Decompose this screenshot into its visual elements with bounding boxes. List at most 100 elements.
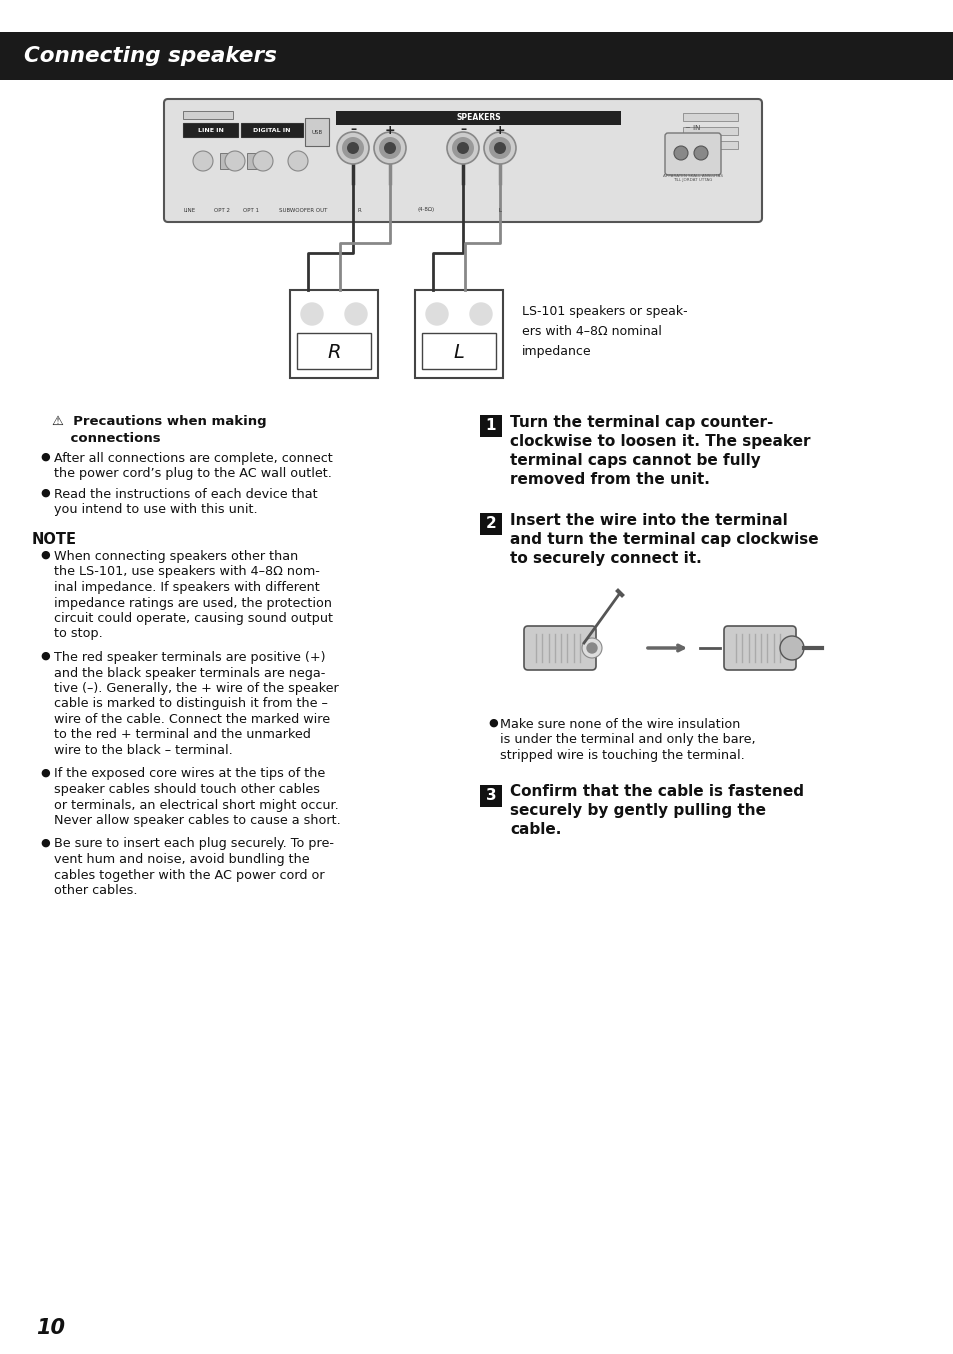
Text: you intend to use with this unit.: you intend to use with this unit.	[54, 504, 257, 516]
Circle shape	[301, 303, 323, 325]
Text: the power cord’s plug to the AC wall outlet.: the power cord’s plug to the AC wall out…	[54, 467, 332, 481]
Circle shape	[452, 137, 474, 158]
Text: ●: ●	[40, 838, 50, 848]
Text: LS-101 speakers or speak-
ers with 4–8Ω nominal
impedance: LS-101 speakers or speak- ers with 4–8Ω …	[521, 305, 687, 357]
Circle shape	[429, 306, 444, 322]
Circle shape	[586, 643, 597, 653]
Text: ●: ●	[40, 651, 50, 661]
Text: and turn the terminal cap clockwise: and turn the terminal cap clockwise	[510, 532, 818, 547]
Text: LINE: LINE	[184, 207, 196, 213]
Text: ●: ●	[40, 550, 50, 561]
FancyBboxPatch shape	[421, 333, 496, 370]
Text: ●: ●	[40, 452, 50, 462]
Text: and the black speaker terminals are nega-: and the black speaker terminals are nega…	[54, 666, 325, 680]
Text: vent hum and noise, avoid bundling the: vent hum and noise, avoid bundling the	[54, 853, 310, 867]
Text: Read the instructions of each device that: Read the instructions of each device tha…	[54, 487, 317, 501]
FancyBboxPatch shape	[247, 153, 267, 169]
Circle shape	[693, 146, 707, 160]
Text: wire of the cable. Connect the marked wire: wire of the cable. Connect the marked wi…	[54, 714, 330, 726]
Text: Confirm that the cable is fastened: Confirm that the cable is fastened	[510, 784, 803, 799]
Circle shape	[288, 152, 308, 171]
Circle shape	[193, 152, 213, 171]
Circle shape	[447, 131, 478, 164]
Text: –: –	[309, 309, 314, 320]
Text: cable.: cable.	[510, 822, 560, 838]
Text: to stop.: to stop.	[54, 627, 103, 640]
FancyBboxPatch shape	[723, 626, 795, 670]
Circle shape	[351, 309, 360, 320]
Text: ⚠  Precautions when making: ⚠ Precautions when making	[52, 414, 266, 428]
Text: 10: 10	[36, 1317, 65, 1338]
FancyBboxPatch shape	[296, 333, 371, 370]
Circle shape	[347, 142, 358, 154]
Circle shape	[378, 137, 400, 158]
Circle shape	[476, 309, 485, 320]
Text: cable is marked to distinguish it from the –: cable is marked to distinguish it from t…	[54, 697, 328, 711]
Circle shape	[426, 303, 448, 325]
Text: NOTE: NOTE	[32, 532, 77, 547]
Text: Be sure to insert each plug securely. To pre-: Be sure to insert each plug securely. To…	[54, 838, 334, 850]
Circle shape	[456, 142, 469, 154]
FancyBboxPatch shape	[0, 32, 953, 80]
FancyBboxPatch shape	[682, 127, 738, 135]
Text: USB: USB	[311, 130, 322, 134]
Text: Connecting speakers: Connecting speakers	[24, 46, 276, 66]
Text: Never allow speaker cables to cause a short.: Never allow speaker cables to cause a sh…	[54, 814, 340, 827]
Text: OPT 1: OPT 1	[243, 207, 258, 213]
Circle shape	[470, 303, 492, 325]
Text: When connecting speakers other than: When connecting speakers other than	[54, 550, 298, 563]
Circle shape	[673, 146, 687, 160]
Text: LINE IN: LINE IN	[198, 127, 224, 133]
FancyBboxPatch shape	[305, 118, 329, 146]
Circle shape	[336, 131, 369, 164]
Text: tive (–). Generally, the + wire of the speaker: tive (–). Generally, the + wire of the s…	[54, 682, 338, 695]
Text: 1: 1	[485, 418, 496, 433]
Circle shape	[341, 137, 364, 158]
Text: L: L	[498, 207, 501, 213]
Text: ●: ●	[488, 718, 497, 728]
FancyBboxPatch shape	[183, 111, 233, 119]
FancyBboxPatch shape	[682, 141, 738, 149]
Text: –: –	[350, 123, 355, 137]
Circle shape	[225, 152, 245, 171]
FancyBboxPatch shape	[479, 513, 501, 535]
Circle shape	[345, 303, 367, 325]
Text: to securely connect it.: to securely connect it.	[510, 551, 701, 566]
Text: +: +	[495, 123, 505, 137]
Text: R: R	[356, 207, 360, 213]
Text: to the red + terminal and the unmarked: to the red + terminal and the unmarked	[54, 728, 311, 742]
FancyBboxPatch shape	[220, 153, 240, 169]
Text: R: R	[327, 343, 340, 362]
FancyBboxPatch shape	[290, 290, 377, 378]
Text: +: +	[351, 309, 360, 320]
Text: –: –	[459, 123, 466, 137]
Text: After all connections are complete, connect: After all connections are complete, conn…	[54, 452, 333, 464]
Text: The red speaker terminals are positive (+): The red speaker terminals are positive (…	[54, 651, 325, 663]
Circle shape	[780, 636, 803, 659]
Text: (4·8Ω): (4·8Ω)	[417, 207, 435, 213]
Text: is under the terminal and only the bare,: is under the terminal and only the bare,	[499, 734, 755, 746]
Text: circuit could operate, causing sound output: circuit could operate, causing sound out…	[54, 612, 333, 626]
Text: other cables.: other cables.	[54, 884, 137, 896]
Circle shape	[432, 309, 441, 320]
FancyBboxPatch shape	[241, 123, 303, 137]
FancyBboxPatch shape	[183, 123, 237, 137]
Text: –: –	[434, 309, 439, 320]
Text: ~ IN: ~ IN	[684, 125, 700, 131]
Text: 2: 2	[485, 516, 496, 532]
Text: inal impedance. If speakers with different: inal impedance. If speakers with differe…	[54, 581, 319, 594]
Text: cables together with the AC power cord or: cables together with the AC power cord o…	[54, 868, 324, 881]
Text: clockwise to loosen it. The speaker: clockwise to loosen it. The speaker	[510, 435, 810, 450]
Text: 3: 3	[485, 788, 496, 803]
Text: Make sure none of the wire insulation: Make sure none of the wire insulation	[499, 718, 740, 731]
Text: ●: ●	[40, 487, 50, 498]
Text: L: L	[453, 343, 464, 362]
Text: speaker cables should touch other cables: speaker cables should touch other cables	[54, 783, 319, 796]
Circle shape	[473, 306, 489, 322]
Circle shape	[581, 638, 601, 658]
Text: the LS-101, use speakers with 4–8Ω nom-: the LS-101, use speakers with 4–8Ω nom-	[54, 566, 319, 578]
Text: removed from the unit.: removed from the unit.	[510, 473, 709, 487]
Text: If the exposed core wires at the tips of the: If the exposed core wires at the tips of…	[54, 768, 325, 780]
Circle shape	[374, 131, 406, 164]
FancyBboxPatch shape	[335, 111, 620, 125]
